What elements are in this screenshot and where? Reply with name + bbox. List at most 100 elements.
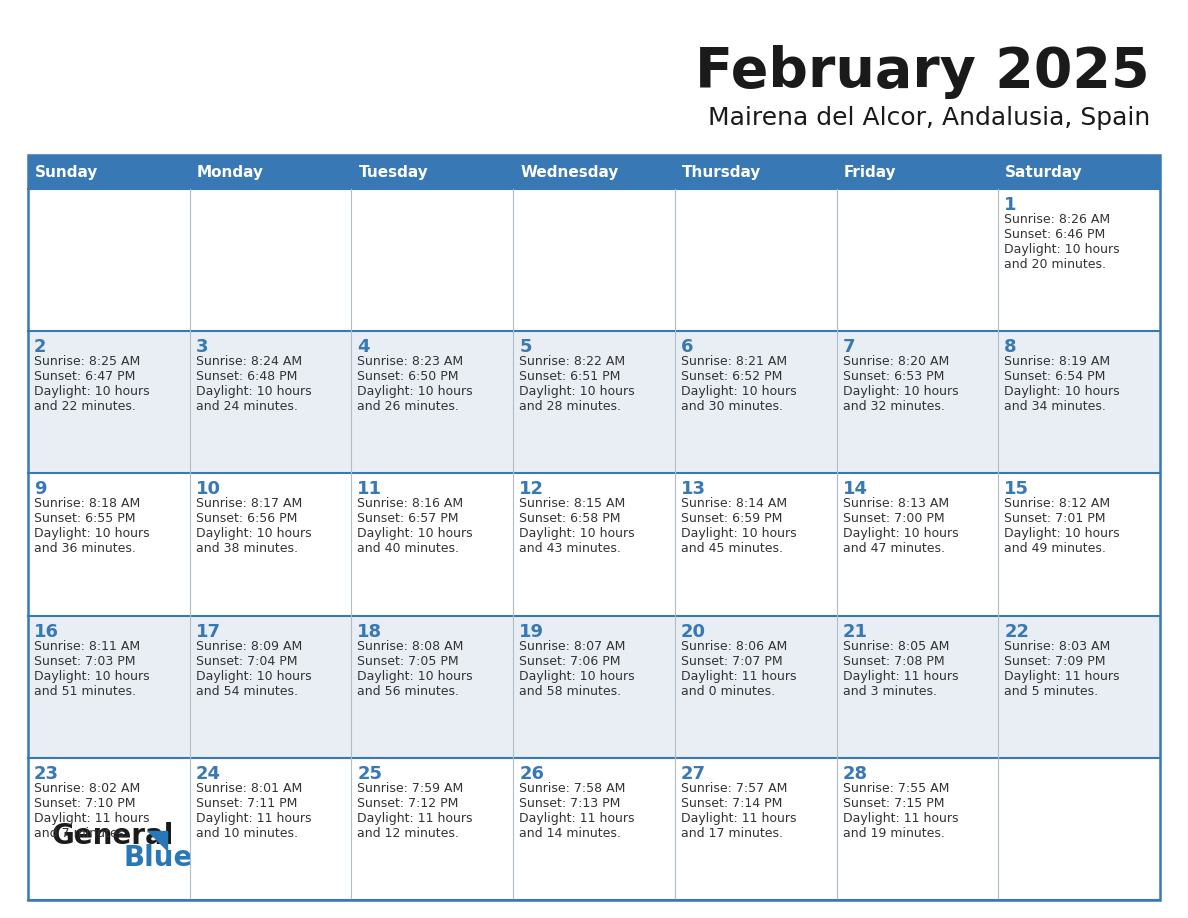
Text: Sunrise: 8:20 AM: Sunrise: 8:20 AM: [842, 355, 949, 368]
Text: General: General: [52, 822, 175, 850]
Text: Daylight: 11 hours: Daylight: 11 hours: [358, 812, 473, 824]
Text: Sunrise: 8:21 AM: Sunrise: 8:21 AM: [681, 355, 786, 368]
Bar: [29, 331, 1159, 474]
Text: Daylight: 10 hours: Daylight: 10 hours: [681, 386, 796, 398]
Text: Daylight: 10 hours: Daylight: 10 hours: [1004, 386, 1120, 398]
Bar: [29, 189, 1159, 331]
Text: and 49 minutes.: and 49 minutes.: [1004, 543, 1106, 555]
Text: Sunset: 6:56 PM: Sunset: 6:56 PM: [196, 512, 297, 525]
Text: Sunrise: 8:06 AM: Sunrise: 8:06 AM: [681, 640, 788, 653]
Text: Sunset: 6:54 PM: Sunset: 6:54 PM: [1004, 370, 1106, 383]
Text: Sunset: 6:50 PM: Sunset: 6:50 PM: [358, 370, 459, 383]
Text: Blue: Blue: [124, 844, 194, 872]
Text: 9: 9: [34, 480, 46, 498]
Text: 27: 27: [681, 765, 706, 783]
Text: and 32 minutes.: and 32 minutes.: [842, 400, 944, 413]
Text: 18: 18: [358, 622, 383, 641]
Text: Daylight: 10 hours: Daylight: 10 hours: [34, 528, 150, 541]
Text: Sunrise: 8:19 AM: Sunrise: 8:19 AM: [1004, 355, 1111, 368]
Text: 16: 16: [34, 622, 59, 641]
Text: and 7 minutes.: and 7 minutes.: [34, 827, 128, 840]
Text: and 47 minutes.: and 47 minutes.: [842, 543, 944, 555]
Text: Sunset: 7:06 PM: Sunset: 7:06 PM: [519, 655, 620, 667]
Text: Sunset: 7:04 PM: Sunset: 7:04 PM: [196, 655, 297, 667]
Text: Daylight: 11 hours: Daylight: 11 hours: [1004, 669, 1120, 683]
Text: Sunset: 7:10 PM: Sunset: 7:10 PM: [34, 797, 135, 810]
Text: Sunset: 7:05 PM: Sunset: 7:05 PM: [358, 655, 459, 667]
Text: Sunset: 7:11 PM: Sunset: 7:11 PM: [196, 797, 297, 810]
Text: and 45 minutes.: and 45 minutes.: [681, 543, 783, 555]
Text: Sunrise: 8:01 AM: Sunrise: 8:01 AM: [196, 782, 302, 795]
Text: 11: 11: [358, 480, 383, 498]
Text: 22: 22: [1004, 622, 1029, 641]
Text: 7: 7: [842, 338, 855, 356]
Text: 3: 3: [196, 338, 208, 356]
Text: Sunset: 7:03 PM: Sunset: 7:03 PM: [34, 655, 135, 667]
Text: Daylight: 10 hours: Daylight: 10 hours: [519, 386, 634, 398]
Text: 1: 1: [1004, 196, 1017, 214]
Text: Sunrise: 7:58 AM: Sunrise: 7:58 AM: [519, 782, 626, 795]
Text: 28: 28: [842, 765, 867, 783]
Text: 19: 19: [519, 622, 544, 641]
Text: and 3 minutes.: and 3 minutes.: [842, 685, 936, 698]
Text: 6: 6: [681, 338, 694, 356]
Text: Sunset: 7:09 PM: Sunset: 7:09 PM: [1004, 655, 1106, 667]
Text: 23: 23: [34, 765, 59, 783]
Text: 25: 25: [358, 765, 383, 783]
Text: Sunday: Sunday: [34, 164, 99, 180]
Text: Sunrise: 8:17 AM: Sunrise: 8:17 AM: [196, 498, 302, 510]
Text: and 5 minutes.: and 5 minutes.: [1004, 685, 1099, 698]
Text: Daylight: 11 hours: Daylight: 11 hours: [196, 812, 311, 824]
Text: Sunset: 7:01 PM: Sunset: 7:01 PM: [1004, 512, 1106, 525]
Text: Daylight: 10 hours: Daylight: 10 hours: [196, 669, 311, 683]
Text: Sunrise: 8:16 AM: Sunrise: 8:16 AM: [358, 498, 463, 510]
Text: Sunrise: 8:08 AM: Sunrise: 8:08 AM: [358, 640, 463, 653]
Text: Sunrise: 8:09 AM: Sunrise: 8:09 AM: [196, 640, 302, 653]
Bar: [29, 155, 1159, 900]
Text: Sunset: 6:46 PM: Sunset: 6:46 PM: [1004, 228, 1106, 241]
Text: and 38 minutes.: and 38 minutes.: [196, 543, 298, 555]
Bar: [29, 616, 1159, 757]
Text: Saturday: Saturday: [1005, 164, 1083, 180]
Text: Sunset: 6:51 PM: Sunset: 6:51 PM: [519, 370, 620, 383]
Text: Daylight: 10 hours: Daylight: 10 hours: [681, 528, 796, 541]
Bar: [29, 757, 1159, 900]
Text: 20: 20: [681, 622, 706, 641]
Text: Daylight: 10 hours: Daylight: 10 hours: [842, 528, 959, 541]
Text: Sunset: 7:12 PM: Sunset: 7:12 PM: [358, 797, 459, 810]
Text: and 28 minutes.: and 28 minutes.: [519, 400, 621, 413]
Text: Daylight: 11 hours: Daylight: 11 hours: [519, 812, 634, 824]
Text: Sunset: 7:00 PM: Sunset: 7:00 PM: [842, 512, 944, 525]
Text: Daylight: 10 hours: Daylight: 10 hours: [34, 669, 150, 683]
Text: Daylight: 11 hours: Daylight: 11 hours: [681, 669, 796, 683]
Text: and 36 minutes.: and 36 minutes.: [34, 543, 135, 555]
Text: Daylight: 10 hours: Daylight: 10 hours: [519, 528, 634, 541]
Text: and 43 minutes.: and 43 minutes.: [519, 543, 621, 555]
Text: and 17 minutes.: and 17 minutes.: [681, 827, 783, 840]
Text: and 30 minutes.: and 30 minutes.: [681, 400, 783, 413]
Text: Daylight: 10 hours: Daylight: 10 hours: [34, 386, 150, 398]
Text: 15: 15: [1004, 480, 1029, 498]
Bar: [29, 155, 1159, 189]
Text: Daylight: 11 hours: Daylight: 11 hours: [842, 812, 958, 824]
Text: Sunrise: 7:55 AM: Sunrise: 7:55 AM: [842, 782, 949, 795]
Text: Sunset: 7:08 PM: Sunset: 7:08 PM: [842, 655, 944, 667]
Text: Sunset: 6:48 PM: Sunset: 6:48 PM: [196, 370, 297, 383]
Text: and 24 minutes.: and 24 minutes.: [196, 400, 297, 413]
Text: 10: 10: [196, 480, 221, 498]
Text: Daylight: 10 hours: Daylight: 10 hours: [358, 669, 473, 683]
Text: 12: 12: [519, 480, 544, 498]
Text: Sunset: 7:15 PM: Sunset: 7:15 PM: [842, 797, 944, 810]
Text: and 26 minutes.: and 26 minutes.: [358, 400, 460, 413]
Text: 4: 4: [358, 338, 369, 356]
Text: and 58 minutes.: and 58 minutes.: [519, 685, 621, 698]
Text: Daylight: 10 hours: Daylight: 10 hours: [358, 528, 473, 541]
Text: Sunset: 7:14 PM: Sunset: 7:14 PM: [681, 797, 782, 810]
Text: Sunset: 6:59 PM: Sunset: 6:59 PM: [681, 512, 782, 525]
Text: Sunrise: 8:02 AM: Sunrise: 8:02 AM: [34, 782, 140, 795]
Text: Sunrise: 8:24 AM: Sunrise: 8:24 AM: [196, 355, 302, 368]
Text: and 51 minutes.: and 51 minutes.: [34, 685, 135, 698]
Text: Monday: Monday: [197, 164, 264, 180]
Text: 14: 14: [842, 480, 867, 498]
Text: Sunset: 6:58 PM: Sunset: 6:58 PM: [519, 512, 620, 525]
